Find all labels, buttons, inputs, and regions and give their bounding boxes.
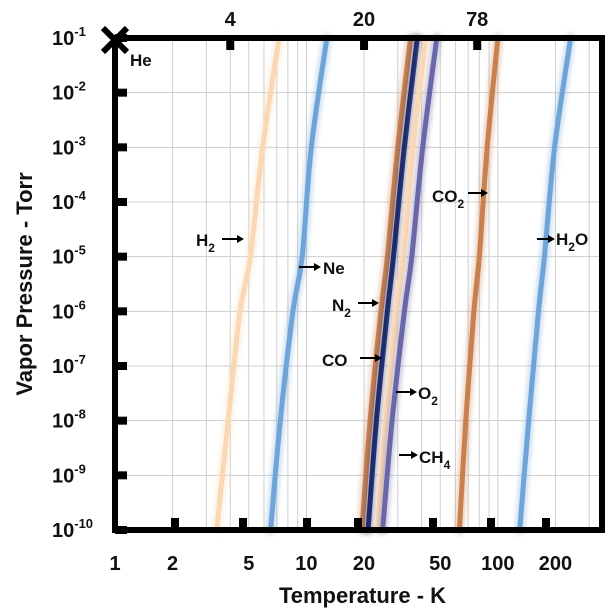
arrow-ne-head [314, 263, 321, 271]
y-tick-mark [115, 307, 127, 316]
top-tick-mark [360, 38, 369, 50]
curve-ch4 [380, 35, 440, 533]
curve-layer [211, 33, 576, 535]
y-tick-mark [115, 252, 127, 261]
label-he: He [130, 51, 152, 70]
y-tick-label: 10-5 [52, 243, 86, 269]
label-co: CO [322, 351, 348, 370]
x-tick-labels: 1 2 5 10 20 50 100 200 [109, 553, 572, 575]
top-tick-label: 20 [353, 9, 375, 31]
arrow-co-head [375, 354, 382, 362]
y-tick-label: 10-10 [52, 516, 93, 542]
y-axis-title: Vapor Pressure - Torr [12, 172, 37, 396]
curve-co [365, 35, 420, 533]
x-tick-label: 50 [429, 553, 451, 575]
x-tick-mark [354, 518, 362, 530]
y-tick-label: 10-8 [52, 407, 86, 433]
y-tick-mark [115, 416, 127, 425]
annotations: He H2 Ne N2 CO O2 CH4 CO2 H2O [100, 25, 588, 472]
x-tick-label: 2 [167, 553, 178, 575]
y-tick-mark [115, 198, 127, 206]
arrow-n2-head [372, 299, 379, 307]
he-marker-icon [100, 25, 130, 55]
curve-co2 [456, 35, 501, 533]
x-tick-mark [542, 518, 550, 530]
label-ne: Ne [323, 259, 345, 278]
curve-ne [268, 35, 330, 533]
curve-h2o [517, 35, 574, 533]
x-tick-label: 20 [353, 553, 375, 575]
arrow-co2-head [481, 189, 488, 197]
y-tick-label: 10-4 [52, 188, 87, 214]
y-tick-label: 10-2 [52, 79, 86, 105]
x-tick-mark [239, 518, 247, 530]
y-tick-mark [115, 526, 127, 534]
y-tick-label: 10-7 [52, 352, 86, 378]
curve-n2 [359, 35, 414, 533]
tick-marks [115, 34, 550, 534]
arrow-h2-head [237, 235, 244, 243]
label-co2: CO2 [432, 187, 465, 211]
y-tick-mark [115, 362, 127, 370]
y-tick-labels: 10-1 10-2 10-3 10-4 10-5 10-6 10-7 10-8 10-9 10-1… [52, 24, 93, 542]
label-n2: N2 [332, 296, 351, 320]
x-tick-mark [171, 518, 179, 530]
arrow-h2o-head [548, 235, 555, 243]
x-tick-label: 200 [539, 553, 572, 575]
curve-h2 [214, 35, 282, 533]
top-tick-mark [473, 38, 482, 50]
label-ch4: CH4 [419, 448, 451, 472]
y-tick-label: 10-6 [52, 297, 86, 323]
y-tick-mark [115, 143, 127, 152]
x-tick-label: 100 [481, 553, 514, 575]
y-tick-label: 10-1 [52, 24, 86, 50]
x-tick-label: 1 [109, 553, 120, 575]
y-tick-mark [115, 471, 127, 480]
top-tick-labels: 4 20 78 [225, 9, 489, 31]
label-h2: H2 [196, 231, 215, 255]
x-axis-title: Temperature - K [279, 583, 446, 608]
x-tick-mark [429, 518, 437, 530]
label-o2: O2 [418, 384, 438, 408]
curve-o2 [375, 35, 429, 533]
top-tick-mark [226, 38, 235, 50]
arrow-o2-head [410, 388, 417, 396]
x-tick-label: 5 [243, 553, 254, 575]
top-tick-label: 78 [466, 9, 488, 31]
top-tick-label: 4 [225, 9, 237, 31]
y-tick-label: 10-9 [52, 461, 86, 487]
y-tick-label: 10-3 [52, 133, 86, 159]
x-tick-mark [303, 518, 311, 530]
x-tick-mark [487, 518, 495, 530]
label-h2o: H2O [556, 230, 588, 254]
arrow-ch4-head [411, 451, 418, 459]
y-tick-mark [115, 88, 127, 97]
x-tick-label: 10 [295, 553, 317, 575]
